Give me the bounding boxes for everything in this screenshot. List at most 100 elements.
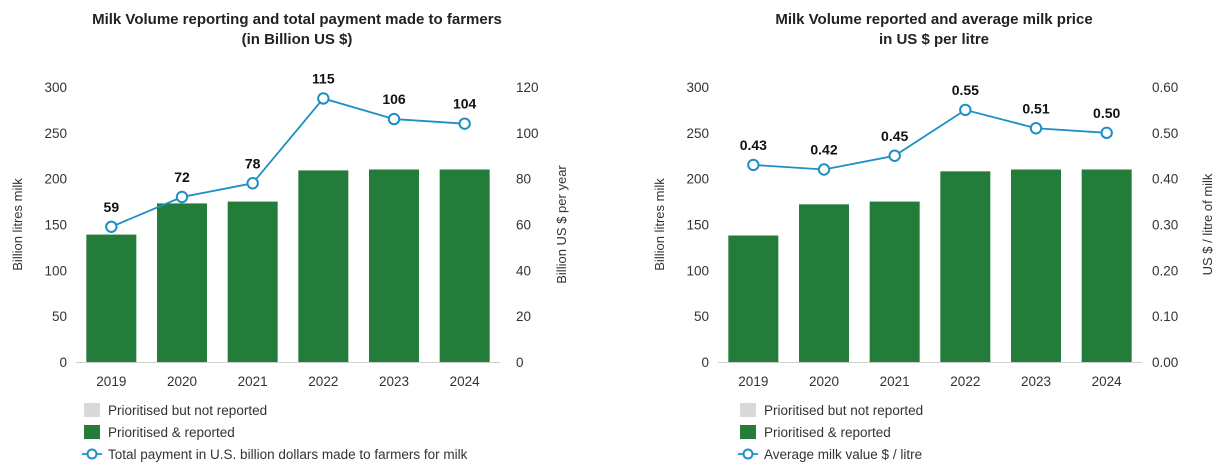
bar [1011, 169, 1061, 362]
y-tick-label: 150 [686, 218, 709, 233]
y-tick-label: 250 [686, 126, 709, 141]
y-tick-label: 0 [59, 355, 67, 370]
bar [869, 201, 920, 362]
y2-axis-title: US $ / litre of milk [1200, 173, 1215, 275]
y2-tick-label: 100 [516, 126, 539, 141]
y2-tick-label: 0.20 [1152, 263, 1178, 278]
legend-item-reported: Prioritised & reported [108, 425, 235, 440]
y-tick-label: 250 [44, 126, 67, 141]
chart-1: Milk Volume reporting and total payment … [10, 11, 569, 462]
y2-tick-label: 120 [516, 80, 539, 95]
legend-item-line: Average milk value $ / litre [764, 447, 922, 462]
y-tick-label: 100 [44, 263, 67, 278]
y-tick-label: 300 [44, 80, 67, 95]
data-label: 106 [382, 91, 406, 107]
legend-item-not-reported: Prioritised but not reported [764, 403, 923, 418]
line-point [959, 103, 972, 117]
y-tick-label: 50 [694, 309, 709, 324]
bar [1081, 169, 1132, 362]
data-label: 0.55 [952, 82, 979, 98]
y2-tick-label: 0.30 [1152, 218, 1178, 233]
bar [86, 234, 137, 362]
data-label: 72 [174, 169, 190, 185]
legend-swatch-reported [740, 425, 756, 439]
legend-marker-icon [742, 448, 754, 460]
x-tick-label: 2023 [379, 374, 409, 389]
x-tick-label: 2023 [1021, 374, 1051, 389]
bar [227, 201, 278, 362]
data-label: 115 [312, 70, 335, 86]
x-tick-label: 2020 [809, 374, 839, 389]
x-tick-label: 2021 [880, 374, 910, 389]
chart-title: Milk Volume reported and average milk pr… [775, 11, 1092, 28]
y-tick-label: 100 [686, 263, 709, 278]
line-point [1100, 126, 1113, 140]
data-label: 0.43 [740, 137, 767, 153]
legend-marker-icon [86, 448, 98, 460]
data-label: 0.51 [1022, 100, 1049, 116]
y2-tick-label: 0 [516, 355, 524, 370]
x-tick-label: 2021 [238, 374, 268, 389]
line-point [175, 190, 189, 204]
line-point [317, 92, 330, 105]
y2-tick-label: 0.10 [1152, 309, 1178, 324]
y2-axis-title: Billion US $ per year [554, 165, 569, 284]
bar [940, 171, 991, 362]
x-tick-label: 2022 [950, 374, 980, 389]
series-line [753, 108, 1107, 171]
legend-item-reported: Prioritised & reported [764, 425, 891, 440]
x-tick-label: 2024 [450, 374, 481, 389]
y2-tick-label: 80 [516, 172, 531, 187]
x-tick-label: 2020 [167, 374, 197, 389]
data-label: 59 [104, 199, 120, 215]
bar [799, 204, 849, 362]
line-point [888, 149, 901, 162]
legend-item-line: Total payment in U.S. billion dollars ma… [108, 447, 468, 462]
bar [728, 235, 779, 362]
bar [369, 169, 419, 362]
data-label: 0.50 [1093, 105, 1120, 121]
y2-tick-label: 0.00 [1152, 355, 1178, 370]
bar [157, 203, 207, 362]
line-point [105, 220, 118, 233]
y2-tick-label: 0.50 [1152, 126, 1178, 141]
chart-2: Milk Volume reported and average milk pr… [652, 11, 1215, 462]
bar [298, 170, 349, 362]
y-tick-label: 200 [44, 172, 67, 187]
line-point [1029, 122, 1043, 135]
line-point [747, 158, 760, 172]
chart-subtitle: in US $ per litre [879, 31, 989, 48]
y2-tick-label: 0.40 [1152, 172, 1178, 187]
x-tick-label: 2024 [1092, 374, 1123, 389]
line-point [246, 177, 259, 190]
data-label: 104 [453, 96, 477, 112]
y2-tick-label: 20 [516, 309, 531, 324]
y-axis-title: Billion litres milk [10, 178, 25, 271]
chart-title: Milk Volume reporting and total payment … [92, 11, 502, 28]
y-tick-label: 50 [52, 309, 67, 324]
x-tick-label: 2019 [96, 374, 126, 389]
chart-subtitle: (in Billion US $) [242, 31, 353, 48]
y-tick-label: 150 [44, 218, 67, 233]
y-axis-title: Billion litres milk [652, 178, 667, 271]
y2-tick-label: 40 [516, 263, 531, 278]
data-label: 0.45 [881, 128, 908, 144]
x-tick-label: 2019 [738, 374, 768, 389]
bar [439, 169, 490, 362]
y-tick-label: 300 [686, 80, 709, 95]
series-line [110, 97, 465, 228]
data-label: 0.42 [810, 142, 837, 158]
legend-swatch-reported [84, 425, 100, 439]
legend-swatch-not-reported [740, 403, 756, 417]
y-tick-label: 0 [701, 355, 709, 370]
line-point [458, 117, 471, 130]
line-point [387, 112, 401, 126]
line-point [817, 163, 831, 176]
y-tick-label: 200 [686, 172, 709, 187]
y2-tick-label: 60 [516, 218, 531, 233]
data-label: 78 [245, 155, 261, 171]
legend-swatch-not-reported [84, 403, 100, 417]
x-tick-label: 2022 [308, 374, 338, 389]
